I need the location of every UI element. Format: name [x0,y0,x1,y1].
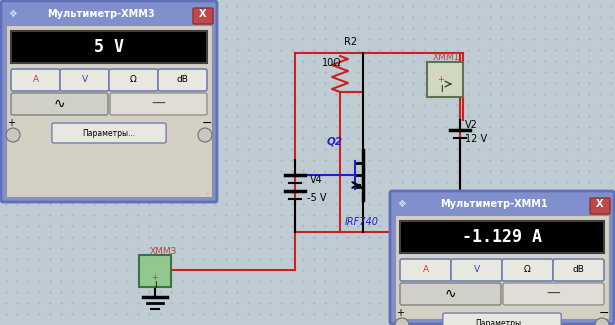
Text: —: — [547,287,560,301]
Circle shape [6,128,20,142]
Text: I: I [154,280,156,290]
Text: A: A [33,75,39,84]
Circle shape [198,128,212,142]
Text: Мультиметр-ХММ1: Мультиметр-ХММ1 [440,199,548,209]
Text: ХММ1: ХММ1 [433,53,461,61]
Text: V: V [474,266,480,275]
Text: 10Ω: 10Ω [322,58,341,68]
Circle shape [395,318,409,325]
Text: V: V [81,75,87,84]
FancyBboxPatch shape [11,69,60,91]
Text: Q2: Q2 [327,137,343,147]
FancyBboxPatch shape [193,8,213,24]
Text: X: X [199,9,207,19]
Text: -1.129 A: -1.129 A [462,228,542,246]
Text: ❖: ❖ [398,199,407,209]
Text: ···: ··· [603,313,608,318]
Text: dB: dB [177,75,188,84]
Circle shape [595,318,609,325]
Text: X: X [597,199,604,209]
Text: −: − [599,306,609,319]
Text: +: + [396,308,404,318]
Text: 12 V: 12 V [465,134,487,144]
Text: dB: dB [573,266,584,275]
FancyBboxPatch shape [52,123,166,143]
Text: +: + [151,272,159,281]
FancyBboxPatch shape [1,1,217,202]
Text: Параметры...: Параметры... [475,318,528,325]
FancyBboxPatch shape [11,93,108,115]
FancyBboxPatch shape [400,283,501,305]
Text: —: — [152,97,165,111]
Text: −: − [202,116,212,129]
FancyBboxPatch shape [400,259,451,281]
Text: ···: ··· [206,191,211,196]
Bar [6,25,212,197]
Text: 5 V: 5 V [94,38,124,56]
Text: IRF740: IRF740 [345,217,379,227]
Text: A: A [423,266,429,275]
Text: V4: V4 [310,175,323,185]
FancyBboxPatch shape [443,313,561,325]
Text: ∿: ∿ [445,287,456,301]
FancyBboxPatch shape [451,259,502,281]
Bar [139,255,171,287]
FancyBboxPatch shape [110,93,207,115]
Text: Мультиметр-ХММ3: Мультиметр-ХММ3 [47,9,155,19]
FancyBboxPatch shape [158,69,207,91]
Text: ❖: ❖ [9,9,17,19]
Bar [395,215,609,319]
Text: +: + [437,75,445,84]
Text: I: I [440,85,442,95]
FancyBboxPatch shape [590,198,610,214]
Text: ХММ3: ХММ3 [150,246,177,255]
Text: +: + [7,118,15,128]
Text: V2: V2 [465,120,478,130]
Bar [400,221,604,253]
Bar [11,31,207,63]
FancyBboxPatch shape [553,259,604,281]
Text: R2: R2 [344,37,357,47]
FancyBboxPatch shape [502,259,553,281]
Bar [427,62,463,97]
Text: -5 V: -5 V [307,193,327,203]
Text: ∿: ∿ [54,97,65,111]
Text: Параметры...: Параметры... [82,128,135,137]
FancyBboxPatch shape [503,283,604,305]
FancyBboxPatch shape [390,191,614,324]
FancyBboxPatch shape [109,69,158,91]
FancyBboxPatch shape [60,69,109,91]
Text: Ω: Ω [130,75,137,84]
Text: Ω: Ω [524,266,531,275]
